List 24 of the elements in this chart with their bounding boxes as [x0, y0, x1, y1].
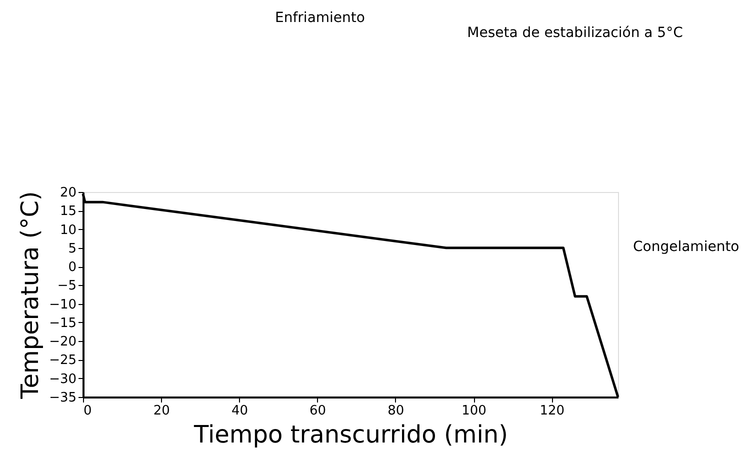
- x-tick-label: 0: [84, 404, 92, 418]
- y-tick-label: 10: [60, 222, 76, 238]
- text: Meseta de estabilización a 5°C: [467, 25, 684, 41]
- y-tick-label: −20: [49, 334, 76, 350]
- y-axis-title: Temperatura (°C): [16, 191, 44, 400]
- x-tick-label: 120: [540, 404, 565, 418]
- x-axis-title: Tiempo transcurrido (min): [193, 420, 508, 448]
- y-tick-label: −15: [49, 316, 76, 331]
- text: Enfriamiento: [275, 10, 365, 26]
- y-tick-label: −10: [49, 297, 76, 312]
- y-tick-label: −35: [49, 390, 76, 406]
- text: Congelamiento: [633, 239, 740, 255]
- y-tick-label: 20: [60, 186, 76, 200]
- y-tick-label: 0: [68, 260, 76, 276]
- x-tick-label: 80: [388, 404, 404, 418]
- x-tick-label: 60: [310, 404, 326, 418]
- x-tick-label: 20: [153, 404, 170, 418]
- y-tick-label: −5: [57, 278, 76, 294]
- y-tick-label: −30: [49, 372, 76, 387]
- y-tick-label: 15: [60, 204, 76, 220]
- x-tick-label: 40: [231, 404, 248, 418]
- y-tick-label: 5: [68, 241, 76, 256]
- y-tick-label: −25: [49, 353, 76, 368]
- x-tick-label: 100: [462, 404, 486, 418]
